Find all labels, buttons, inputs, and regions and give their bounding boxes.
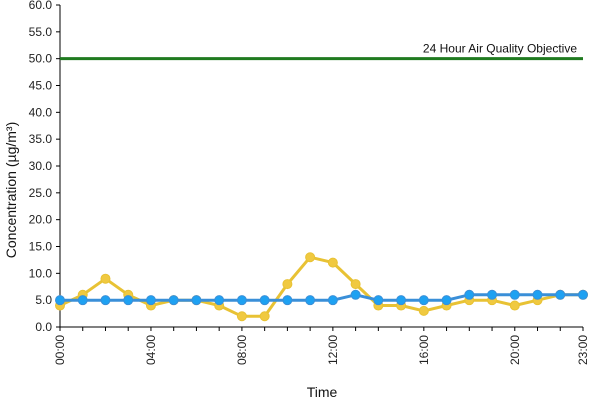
x-tick-label: 12:00 bbox=[326, 335, 340, 365]
series-1-point bbox=[305, 252, 316, 263]
y-tick-label: 30.0 bbox=[29, 159, 53, 173]
series-2-point bbox=[100, 295, 111, 306]
series-1-point bbox=[236, 311, 247, 322]
y-tick-label: 5.0 bbox=[35, 293, 52, 307]
series-2-point bbox=[168, 295, 179, 306]
series-2-point bbox=[418, 295, 429, 306]
series-1-point bbox=[418, 305, 429, 316]
series-2-point bbox=[236, 295, 247, 306]
series-1-point bbox=[350, 279, 361, 290]
series-2-point bbox=[396, 295, 407, 306]
series-2-point bbox=[327, 295, 338, 306]
x-tick-label: 04:00 bbox=[144, 335, 158, 365]
series-2-point bbox=[578, 289, 588, 300]
series-2-point bbox=[123, 295, 134, 306]
y-tick-label: 45.0 bbox=[29, 79, 53, 93]
series-1-point bbox=[509, 300, 520, 311]
y-tick-label: 20.0 bbox=[29, 213, 53, 227]
series-1-point bbox=[327, 257, 338, 268]
x-axis-title: Time bbox=[307, 384, 338, 400]
y-tick-label: 35.0 bbox=[29, 132, 53, 146]
y-tick-label: 25.0 bbox=[29, 186, 53, 200]
series-2-point bbox=[259, 295, 270, 306]
reference-line-label: 24 Hour Air Quality Objective bbox=[423, 42, 577, 56]
y-tick-label: 60.0 bbox=[29, 0, 53, 12]
y-tick-label: 15.0 bbox=[29, 240, 53, 254]
series-2-point bbox=[282, 295, 293, 306]
series-2-point bbox=[305, 295, 316, 306]
y-tick-label: 55.0 bbox=[29, 25, 53, 39]
series-2 bbox=[55, 289, 588, 306]
y-tick-label: 10.0 bbox=[29, 266, 53, 280]
y-axis-ticks: 0.0 5.0 10.0 15.0 20.0 25.0 30.0 35.0 40.0 45.0 50… bbox=[29, 0, 60, 334]
series-1-line bbox=[59, 255, 583, 318]
series-2-point bbox=[464, 289, 475, 300]
series-2-point bbox=[555, 289, 566, 300]
x-tick-label: 00:00 bbox=[53, 335, 67, 365]
series-1-point bbox=[259, 311, 270, 322]
series-2-point bbox=[77, 295, 88, 306]
y-tick-label: 50.0 bbox=[29, 52, 53, 66]
y-tick-label: 40.0 bbox=[29, 105, 53, 119]
series-2-line bbox=[60, 293, 583, 302]
series-2-point bbox=[509, 289, 520, 300]
series-2-point bbox=[487, 289, 498, 300]
x-tick-label: 23:00 bbox=[576, 335, 590, 365]
series-2-point bbox=[373, 295, 384, 306]
y-tick-label: 0.0 bbox=[35, 320, 52, 334]
series-2-point bbox=[214, 295, 225, 306]
x-tick-label: 08:00 bbox=[235, 335, 249, 365]
series-group bbox=[55, 252, 588, 322]
series-1-point bbox=[282, 279, 293, 290]
series-2-point bbox=[55, 295, 65, 306]
series-1 bbox=[55, 252, 588, 322]
x-axis-ticks: 00:00 04:00 08:00 12:00 16:00 20:00 23:00 bbox=[53, 327, 590, 365]
series-1-point bbox=[100, 273, 111, 284]
series-2-point bbox=[441, 295, 452, 306]
series-2-point bbox=[145, 295, 156, 306]
x-tick-label: 16:00 bbox=[417, 335, 431, 365]
series-2-point bbox=[532, 289, 543, 300]
series-2-point bbox=[350, 289, 361, 300]
series-2-point bbox=[191, 295, 202, 306]
x-tick-label: 20:00 bbox=[508, 335, 522, 365]
y-axis-title: Concentration (µg/m³) bbox=[3, 122, 19, 258]
